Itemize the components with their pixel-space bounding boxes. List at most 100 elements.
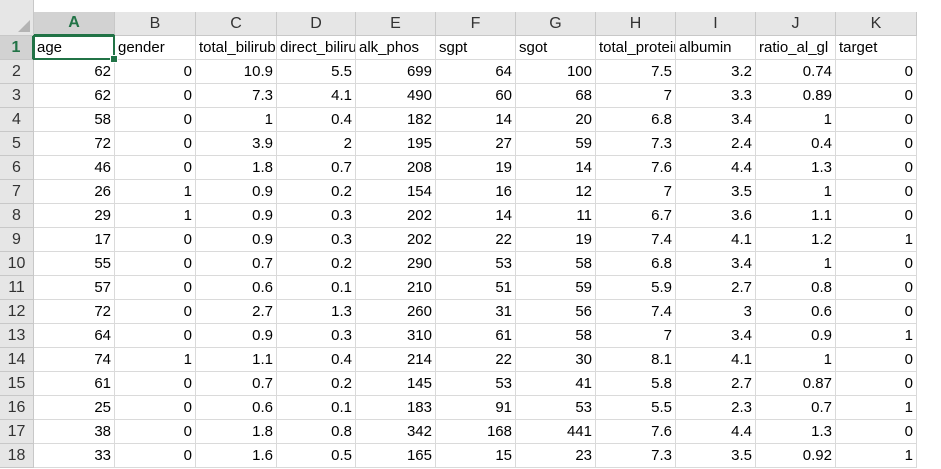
cell-a12[interactable]: 72	[34, 300, 115, 324]
cell-d8[interactable]: 0.3	[277, 204, 356, 228]
cell-a8[interactable]: 29	[34, 204, 115, 228]
header-cell-k[interactable]: target	[836, 36, 917, 60]
header-cell-i[interactable]: albumin	[676, 36, 756, 60]
cell-i2[interactable]: 3.2	[676, 60, 756, 84]
cell-k2[interactable]: 0	[836, 60, 917, 84]
row-header-13[interactable]: 13	[0, 324, 34, 348]
cell-c7[interactable]: 0.9	[196, 180, 277, 204]
cell-h7[interactable]: 7	[596, 180, 676, 204]
cell-f2[interactable]: 64	[436, 60, 516, 84]
cell-k7[interactable]: 0	[836, 180, 917, 204]
cell-b6[interactable]: 0	[115, 156, 196, 180]
cell-j10[interactable]: 1	[756, 252, 836, 276]
row-header-17[interactable]: 17	[0, 420, 34, 444]
cell-b9[interactable]: 0	[115, 228, 196, 252]
cell-f18[interactable]: 15	[436, 444, 516, 468]
cell-g15[interactable]: 41	[516, 372, 596, 396]
cell-a13[interactable]: 64	[34, 324, 115, 348]
cell-i7[interactable]: 3.5	[676, 180, 756, 204]
row-header-11[interactable]: 11	[0, 276, 34, 300]
cell-k9[interactable]: 1	[836, 228, 917, 252]
cell-c15[interactable]: 0.7	[196, 372, 277, 396]
cell-e18[interactable]: 165	[356, 444, 436, 468]
cell-b10[interactable]: 0	[115, 252, 196, 276]
header-cell-a[interactable]: age	[34, 36, 115, 60]
cell-j9[interactable]: 1.2	[756, 228, 836, 252]
cell-e17[interactable]: 342	[356, 420, 436, 444]
cell-i17[interactable]: 4.4	[676, 420, 756, 444]
cell-h4[interactable]: 6.8	[596, 108, 676, 132]
column-header-e[interactable]: E	[356, 12, 436, 36]
cell-d17[interactable]: 0.8	[277, 420, 356, 444]
cell-e8[interactable]: 202	[356, 204, 436, 228]
cell-h12[interactable]: 7.4	[596, 300, 676, 324]
cell-j18[interactable]: 0.92	[756, 444, 836, 468]
cell-a17[interactable]: 38	[34, 420, 115, 444]
cell-f5[interactable]: 27	[436, 132, 516, 156]
cell-e13[interactable]: 310	[356, 324, 436, 348]
cell-j8[interactable]: 1.1	[756, 204, 836, 228]
cell-a9[interactable]: 17	[34, 228, 115, 252]
cell-k11[interactable]: 0	[836, 276, 917, 300]
cell-k3[interactable]: 0	[836, 84, 917, 108]
cell-j16[interactable]: 0.7	[756, 396, 836, 420]
cell-h16[interactable]: 5.5	[596, 396, 676, 420]
row-header-5[interactable]: 5	[0, 132, 34, 156]
cell-d10[interactable]: 0.2	[277, 252, 356, 276]
cell-h11[interactable]: 5.9	[596, 276, 676, 300]
column-header-g[interactable]: G	[516, 12, 596, 36]
cell-i13[interactable]: 3.4	[676, 324, 756, 348]
cell-a11[interactable]: 57	[34, 276, 115, 300]
column-header-a[interactable]: A	[34, 12, 115, 36]
cell-d5[interactable]: 2	[277, 132, 356, 156]
cell-f8[interactable]: 14	[436, 204, 516, 228]
cell-f7[interactable]: 16	[436, 180, 516, 204]
cell-b14[interactable]: 1	[115, 348, 196, 372]
cell-j13[interactable]: 0.9	[756, 324, 836, 348]
column-header-h[interactable]: H	[596, 12, 676, 36]
cell-f11[interactable]: 51	[436, 276, 516, 300]
cell-e2[interactable]: 699	[356, 60, 436, 84]
select-all-corner[interactable]	[0, 0, 34, 36]
cell-g8[interactable]: 11	[516, 204, 596, 228]
cell-j15[interactable]: 0.87	[756, 372, 836, 396]
cell-b4[interactable]: 0	[115, 108, 196, 132]
cell-b5[interactable]: 0	[115, 132, 196, 156]
cell-e7[interactable]: 154	[356, 180, 436, 204]
cell-i15[interactable]: 2.7	[676, 372, 756, 396]
row-header-16[interactable]: 16	[0, 396, 34, 420]
cell-a6[interactable]: 46	[34, 156, 115, 180]
cell-d4[interactable]: 0.4	[277, 108, 356, 132]
cell-g11[interactable]: 59	[516, 276, 596, 300]
column-header-f[interactable]: F	[436, 12, 516, 36]
cell-i6[interactable]: 4.4	[676, 156, 756, 180]
cell-g3[interactable]: 68	[516, 84, 596, 108]
cell-f3[interactable]: 60	[436, 84, 516, 108]
cell-c12[interactable]: 2.7	[196, 300, 277, 324]
cell-d6[interactable]: 0.7	[277, 156, 356, 180]
cell-f9[interactable]: 22	[436, 228, 516, 252]
cell-e16[interactable]: 183	[356, 396, 436, 420]
cell-b13[interactable]: 0	[115, 324, 196, 348]
cell-a18[interactable]: 33	[34, 444, 115, 468]
column-header-d[interactable]: D	[277, 12, 356, 36]
cell-h9[interactable]: 7.4	[596, 228, 676, 252]
cell-g4[interactable]: 20	[516, 108, 596, 132]
header-cell-d[interactable]: direct_bilirubin	[277, 36, 356, 60]
column-header-c[interactable]: C	[196, 12, 277, 36]
cell-e6[interactable]: 208	[356, 156, 436, 180]
cell-g10[interactable]: 58	[516, 252, 596, 276]
cell-g16[interactable]: 53	[516, 396, 596, 420]
cell-d3[interactable]: 4.1	[277, 84, 356, 108]
cell-k8[interactable]: 0	[836, 204, 917, 228]
cell-j12[interactable]: 0.6	[756, 300, 836, 324]
cell-b18[interactable]: 0	[115, 444, 196, 468]
cell-b16[interactable]: 0	[115, 396, 196, 420]
cell-c4[interactable]: 1	[196, 108, 277, 132]
column-header-k[interactable]: K	[836, 12, 917, 36]
cell-k4[interactable]: 0	[836, 108, 917, 132]
cell-b11[interactable]: 0	[115, 276, 196, 300]
cell-g6[interactable]: 14	[516, 156, 596, 180]
cell-g2[interactable]: 100	[516, 60, 596, 84]
